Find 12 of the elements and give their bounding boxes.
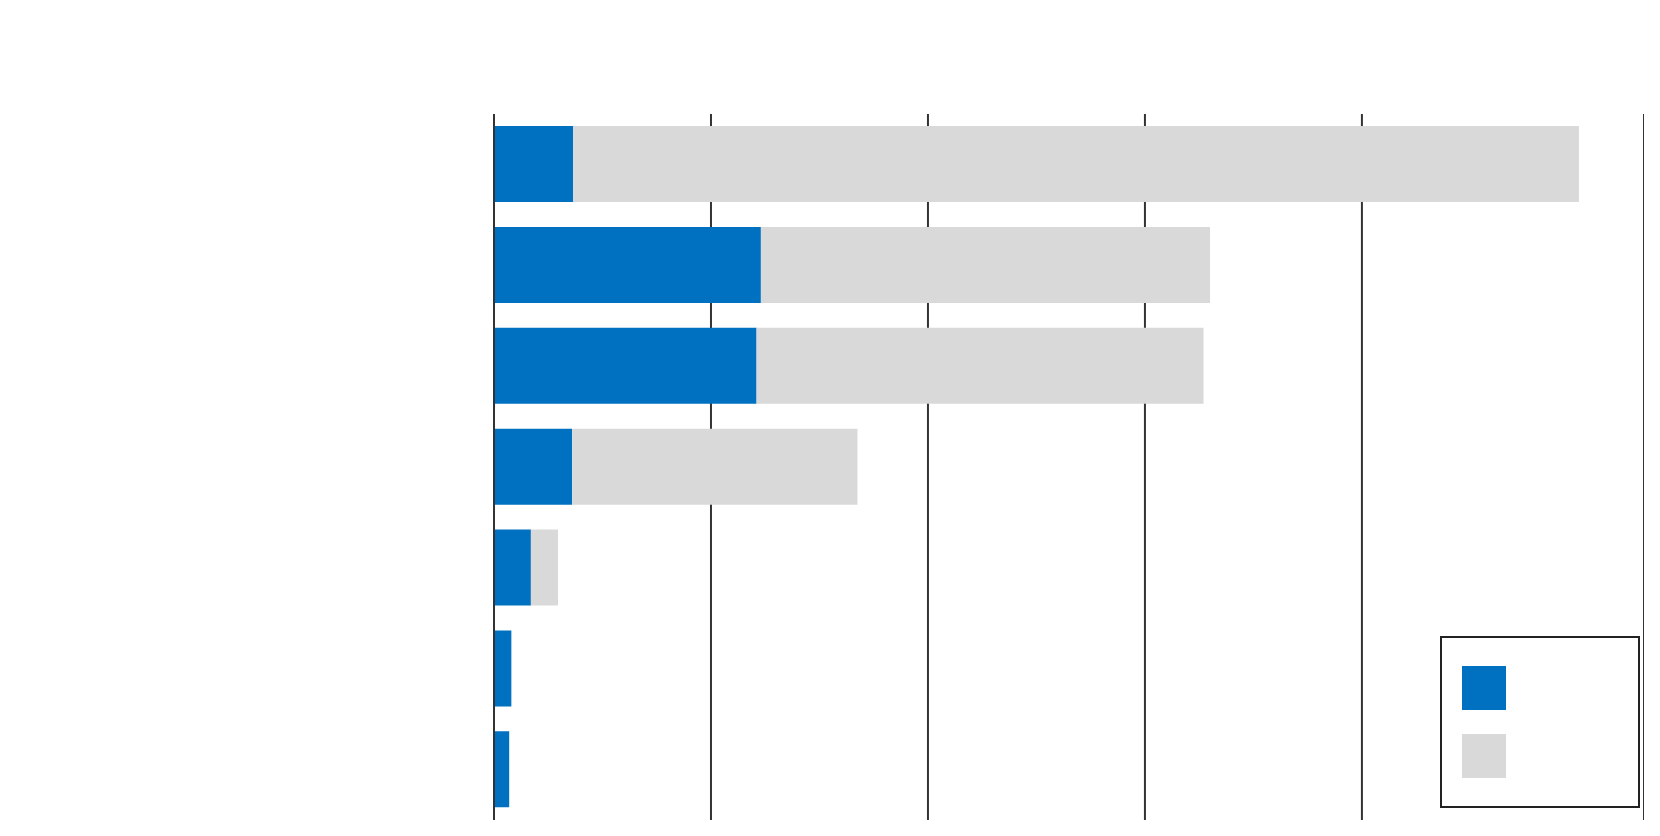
bar (756, 327, 1204, 404)
bar (573, 126, 1579, 203)
bar (494, 630, 512, 707)
bar (760, 226, 1211, 303)
bar (494, 731, 510, 808)
bar (494, 327, 757, 404)
bar (572, 428, 858, 505)
bar (494, 428, 573, 505)
bar (494, 529, 531, 606)
bar (494, 226, 761, 303)
bar (494, 126, 574, 203)
bar (530, 529, 559, 606)
